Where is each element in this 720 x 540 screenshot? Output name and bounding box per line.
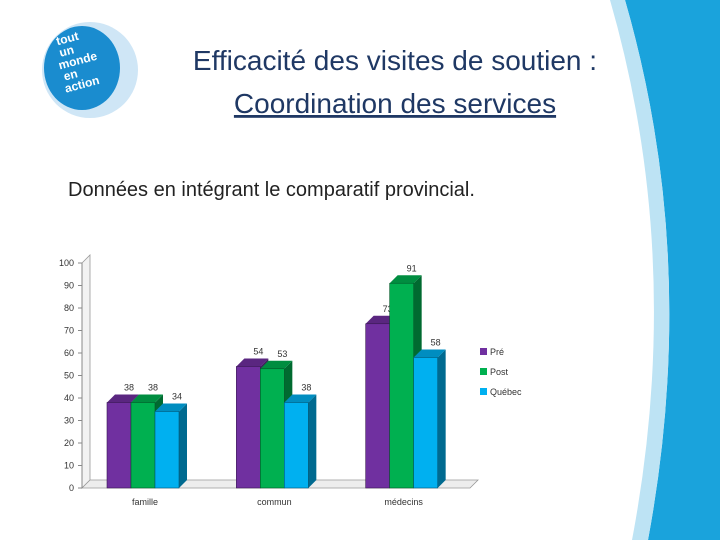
legend-swatch xyxy=(480,368,487,375)
bar xyxy=(284,402,309,489)
y-tick-label: 70 xyxy=(64,326,74,336)
y-tick-label: 100 xyxy=(59,258,74,268)
bar-top xyxy=(131,394,163,403)
data-label: 54 xyxy=(253,347,263,357)
y-tick-label: 50 xyxy=(64,371,74,381)
data-label: 58 xyxy=(431,338,441,348)
y-tick-label: 20 xyxy=(64,438,74,448)
logo-text: un xyxy=(58,43,76,60)
bar-side xyxy=(308,394,317,488)
bar xyxy=(389,282,414,489)
logo-text: en xyxy=(62,66,79,83)
title-line: Coordination des services xyxy=(234,88,556,119)
chart: 0 10 20 30 40 50 60 70 80 90 100 famille 38 38 34 commu… xyxy=(59,254,522,507)
x-tick-label: médecins xyxy=(384,497,423,507)
bar-top xyxy=(236,358,269,367)
y-tick-label: 0 xyxy=(69,483,74,493)
x-tick-label: famille xyxy=(132,497,158,507)
legend-label: Pré xyxy=(490,347,504,357)
bar xyxy=(236,366,261,489)
bar-side xyxy=(179,403,187,488)
logo: tout un monde en action xyxy=(42,22,138,118)
bar xyxy=(130,402,156,489)
bar xyxy=(365,323,390,489)
bar-top xyxy=(155,403,187,412)
data-label: 91 xyxy=(407,263,417,273)
y-tick-label: 60 xyxy=(64,348,74,358)
bar-side xyxy=(437,349,446,488)
bar-top xyxy=(413,349,446,358)
y-tick-label: 10 xyxy=(64,461,74,471)
data-label: 38 xyxy=(124,383,134,393)
bar xyxy=(413,357,438,489)
logo-head xyxy=(44,26,120,110)
data-label: 53 xyxy=(277,349,287,359)
title-line: Efficacité des visites de soutien : xyxy=(193,45,597,76)
data-label: 73 xyxy=(383,304,393,314)
y-tick-label: 30 xyxy=(64,416,74,426)
decor-band-light xyxy=(610,0,670,540)
data-label: 34 xyxy=(172,392,182,402)
data-label: 38 xyxy=(301,383,311,393)
bar xyxy=(260,368,285,489)
legend-label: Post xyxy=(490,367,509,377)
bar xyxy=(154,411,180,489)
bar-top xyxy=(260,360,293,369)
y-tick-label: 40 xyxy=(64,393,74,403)
legend-label: Québec xyxy=(490,387,522,397)
back-wall xyxy=(81,254,91,489)
x-tick-label: commun xyxy=(257,497,292,507)
bar-top xyxy=(284,394,317,403)
y-tick-label: 80 xyxy=(64,303,74,313)
bar xyxy=(106,402,132,489)
y-tick-label: 90 xyxy=(64,281,74,291)
logo-text: tout xyxy=(55,29,81,48)
subtitle: Données en intégrant le comparatif provi… xyxy=(68,179,475,201)
legend-swatch xyxy=(480,388,487,395)
bar-top xyxy=(389,275,422,284)
bar-top xyxy=(107,394,139,403)
decor-band xyxy=(625,0,720,540)
legend-swatch xyxy=(480,348,487,355)
data-label: 38 xyxy=(148,383,158,393)
